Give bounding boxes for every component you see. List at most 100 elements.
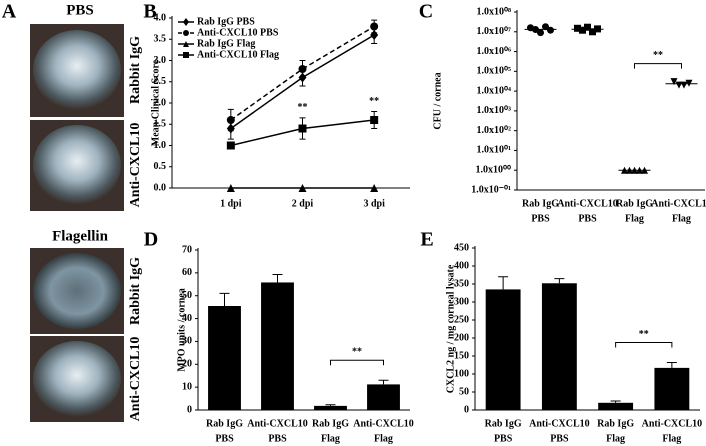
y-tick-label: 0 <box>464 404 469 415</box>
point <box>574 24 581 32</box>
point <box>537 29 544 37</box>
point <box>626 166 633 174</box>
point <box>298 65 307 73</box>
point <box>547 26 554 34</box>
x-tick-label: Flag <box>606 433 625 444</box>
panel: E CXCL2 ng / mg corneal lysate 0 50 100 150 20… <box>420 229 702 445</box>
significance-bracket <box>615 341 673 348</box>
row-label: Anti-CXCL10 <box>128 123 143 208</box>
y-tick-label: 250 <box>454 314 469 325</box>
x-tick-label: Anti-CXCL10 <box>247 418 308 429</box>
y-tick-label: 400 <box>454 260 469 271</box>
group-title: Flagellin <box>52 228 108 244</box>
x-tick-label: Flag <box>672 213 691 224</box>
point <box>226 123 235 134</box>
y-tick-label: 1.0x10⁰⁰ <box>475 165 511 176</box>
significance-bracket <box>634 63 682 69</box>
point <box>542 23 549 31</box>
eye <box>33 30 121 110</box>
y-tick-label: 300 <box>454 296 469 307</box>
annotation: ** <box>298 102 308 113</box>
y-tick-label: 1.0x10⁰⁵ <box>476 66 511 77</box>
panel: B Mean Clinical Score 0.0 0.5 1.0 1.5 2.0 2.5 3.… <box>143 1 410 209</box>
y-tick-label: 200 <box>454 332 469 343</box>
y-tick-label: 1.0x10⁰³ <box>476 105 511 116</box>
point <box>226 116 235 124</box>
legend-label: Anti-CXCL10 Flag <box>197 49 279 60</box>
point <box>298 184 307 192</box>
y-tick-label: 20 <box>182 359 192 370</box>
y-tick-label: 0.5 <box>154 161 167 172</box>
point <box>370 22 379 31</box>
bar <box>367 384 400 410</box>
x-tick-label: Anti-CXCL10 <box>353 418 414 429</box>
x-tick-label: Rab IgG <box>206 418 243 429</box>
y-tick-label: 450 <box>454 242 469 253</box>
bar <box>261 282 294 410</box>
point <box>370 116 379 124</box>
y-tick-label: 40 <box>182 313 192 324</box>
point <box>670 78 678 86</box>
point <box>589 28 596 36</box>
legend-marker <box>183 41 189 47</box>
y-tick-label: 50 <box>182 290 192 301</box>
panel-label: E <box>420 229 433 251</box>
x-tick-label: Rab IgG <box>522 198 559 209</box>
error-bar <box>272 273 283 283</box>
eye <box>33 341 121 417</box>
significance-bracket <box>330 359 384 366</box>
legend-marker <box>183 30 189 36</box>
y-tick-label: 3.5 <box>154 34 167 45</box>
error-bar <box>498 276 509 290</box>
x-tick-label: Rab IgG <box>485 418 522 429</box>
y-tick-label: 4.0 <box>154 12 167 23</box>
panel-label: A <box>2 1 17 23</box>
y-tick-label: 2.5 <box>154 76 167 87</box>
x-tick-label: 3 dpi <box>363 198 385 209</box>
y-tick-label: 0.0 <box>154 182 167 193</box>
x-tick-label: Rab IgG <box>312 418 349 429</box>
point <box>675 81 683 89</box>
error-bar <box>554 278 565 284</box>
x-tick-label: Anti-CXCL10 <box>642 418 703 429</box>
x-tick-label: 1 dpi <box>220 198 242 209</box>
bar <box>598 402 634 410</box>
y-tick-label: 10 <box>182 381 192 392</box>
point <box>685 79 693 87</box>
y-tick-label: 1.0x10⁻⁰¹ <box>471 184 511 195</box>
x-tick-label: Rab IgG <box>597 418 634 429</box>
x-tick-label: PBS <box>578 213 597 224</box>
eye <box>33 125 121 205</box>
y-tick-label: 50 <box>459 386 469 397</box>
y-tick-label: 100 <box>454 368 469 379</box>
x-tick-label: 2 dpi <box>292 198 314 209</box>
bar <box>541 283 577 410</box>
panel: D MPO units / cornea 0 10 20 30 40 50 60 70 Rab Ig… <box>144 229 414 445</box>
row-label: Rabbit IgG <box>128 257 143 325</box>
x-tick-label: Anti-CXCL10 <box>529 418 590 429</box>
point <box>298 72 307 83</box>
row-label: Rabbit IgG <box>128 36 143 104</box>
error-bar <box>378 379 389 385</box>
x-tick-label: PBS <box>531 213 550 224</box>
bar <box>208 306 241 410</box>
panel-label: C <box>419 1 433 23</box>
x-tick-label: PBS <box>550 433 569 444</box>
y-tick-label: 2.0 <box>154 97 167 108</box>
bar <box>654 367 690 410</box>
y-tick-label: 1.5 <box>154 119 167 130</box>
legend-label: Rab IgG PBS <box>197 16 255 27</box>
y-tick-label: 1.0x10⁰⁴ <box>476 85 511 96</box>
point <box>680 81 688 89</box>
group-title: PBS <box>66 2 94 18</box>
panel-label: B <box>143 1 156 23</box>
legend-label: Anti-CXCL10 PBS <box>197 27 279 38</box>
point <box>579 26 586 34</box>
error-bar <box>219 292 230 306</box>
annotation: ** <box>369 96 379 107</box>
y-tick-label: 60 <box>182 267 192 278</box>
panel-a: A PBS Rabbit IgG Anti-CXCL10 Flagellin R… <box>2 1 143 422</box>
y-axis-label: CFU / cornea <box>432 72 443 129</box>
panel-label: D <box>144 229 158 251</box>
